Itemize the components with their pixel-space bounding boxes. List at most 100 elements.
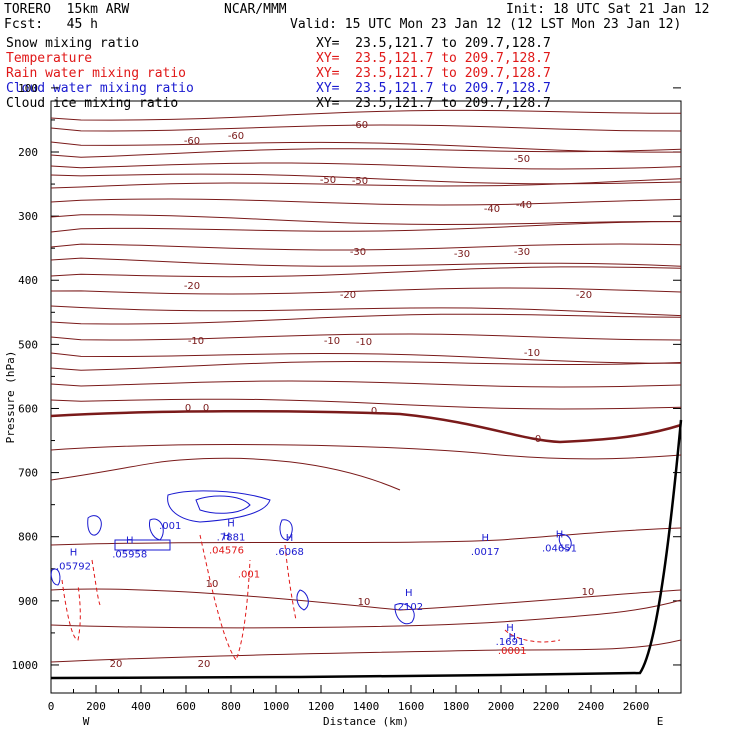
maximum-marker: H [126,535,134,546]
rain-contour [91,559,101,606]
temperature-contour-label: -60 [228,131,244,142]
maximum-value: .7881 [217,533,246,544]
y-tick-label: 100 [18,82,38,95]
temperature-contour-label: -50 [320,175,336,186]
maximum-value: .6068 [275,547,304,558]
y-tick-label: 400 [18,274,38,287]
maximum-value: .05792 [56,562,91,573]
cloud-water-contour [167,490,271,523]
temperature-contour [50,266,682,278]
cloud-water-contour [87,515,102,536]
field-label-rain: Rain water mixing ratio [6,66,187,81]
valid-time: Valid: 15 UTC Mon 23 Jan 12 (12 LST Mon … [290,17,682,32]
x-tick-label: 1800 [443,700,470,713]
cloud-water-contour [296,589,309,611]
y-tick-label: 500 [18,338,38,351]
cloud-water-contour [394,603,415,625]
temperature-contour-label: 20 [110,659,123,670]
maximum-value: .04651 [542,544,577,555]
y-tick-label: 700 [18,467,38,480]
x-tick-label: 800 [221,700,241,713]
y-tick-label: 300 [18,210,38,223]
forecast-hour: Fcst: 45 h [4,17,98,32]
temperature-contour [50,221,682,233]
maximum-marker: H [508,632,516,643]
rain-contour [61,579,81,641]
temperature-contour [50,287,682,295]
temperature-contour [50,380,682,388]
temperature-contour-label: -10 [524,348,540,359]
maximum-marker: H [556,530,564,541]
maximum-marker: H [223,532,231,543]
temperature-contour [50,599,682,629]
temperature-contour-label: 10 [206,579,219,590]
x-tick-label: 400 [131,700,151,713]
maximum-marker: H [227,519,235,530]
temperature-contour-label: -30 [514,247,530,258]
cloud-water-contour [114,539,171,551]
temperature-contour [50,444,682,460]
temperature-contour [50,257,682,267]
x-tick-label: 1400 [353,700,380,713]
rain-contour [284,544,297,621]
maximum-marker: H [405,588,413,599]
temperature-contour-label: -20 [340,290,356,301]
temperature-contour [50,398,682,410]
temperature-contour-label: -30 [350,247,366,258]
y-tick-label: 1000 [12,659,39,672]
temperature-contour-label: 10 [582,587,595,598]
y-axis-label: Pressure (hPa) [4,351,17,444]
x-tick-label: 0 [48,700,55,713]
maximum-marker: H [70,548,78,559]
temperature-contour [50,352,682,364]
temperature-contour-label: -10 [356,337,372,348]
cloud-water-contour [50,568,61,586]
temperature-contour-label: -40 [516,200,532,211]
x-tick-label: 1000 [263,700,290,713]
y-tick-label: 600 [18,402,38,415]
rain-contour [504,629,561,643]
temperature-contour-label: -10 [324,336,340,347]
x-tick-label: 1600 [398,700,425,713]
temperature-contour-label: 0 [203,403,209,414]
x-tick-label: 2000 [488,700,515,713]
temperature-contour [50,124,682,132]
temperature-contour-label: 0 [185,403,191,414]
temperature-contour [50,588,682,611]
field-xy-temperature: XY= 23.5,121.7 to 209.7,128.7 [316,51,551,66]
x-tick-label: 1200 [308,700,335,713]
temperature-contour [50,333,682,341]
temperature-contour [50,305,682,317]
x-tick-label: 2400 [578,700,605,713]
field-label-cloudice: Cloud ice mixing ratio [6,96,179,111]
field-label-temperature: Temperature [6,51,93,66]
maximum-value: .2102 [394,602,423,613]
x-axis-label: Distance (km) [323,715,409,728]
temperature-contour-label: 10 [358,597,371,608]
field-xy-rain: XY= 23.5,121.7 to 209.7,128.7 [316,66,551,81]
field-label-cloudwater: Cloud water mixing ratio [6,81,194,96]
maximum-marker: H [286,533,294,544]
temperature-contour [50,109,682,121]
temperature-contour [50,243,682,251]
x-end-label-west: W [83,715,90,728]
init-time: Init: 18 UTC Sat 21 Jan 12 [506,2,710,17]
zero-isotherm [50,409,682,444]
maximum-marker: H [481,533,489,544]
maximum-value: .05958 [112,549,147,560]
temperature-contour-label: -60 [352,120,368,131]
temperature-contour [50,313,682,325]
maximum-value: .04576 [209,546,244,557]
temperature-contour-label: -30 [454,249,470,260]
maximum-value: .001 [159,521,181,532]
field-xy-cloudwater: XY= 23.5,121.7 to 209.7,128.7 [316,81,551,96]
cloud-water-contour [195,495,251,514]
maximum-value: .001 [238,569,260,580]
temperature-contour-label: 0 [371,406,377,417]
maximum-marker: H [506,623,514,634]
temperature-contour-label: -50 [352,176,368,187]
temperature-contour-label: -60 [184,136,200,147]
temperature-contour-label: -10 [188,336,204,347]
temperature-contour-label: -50 [514,154,530,165]
